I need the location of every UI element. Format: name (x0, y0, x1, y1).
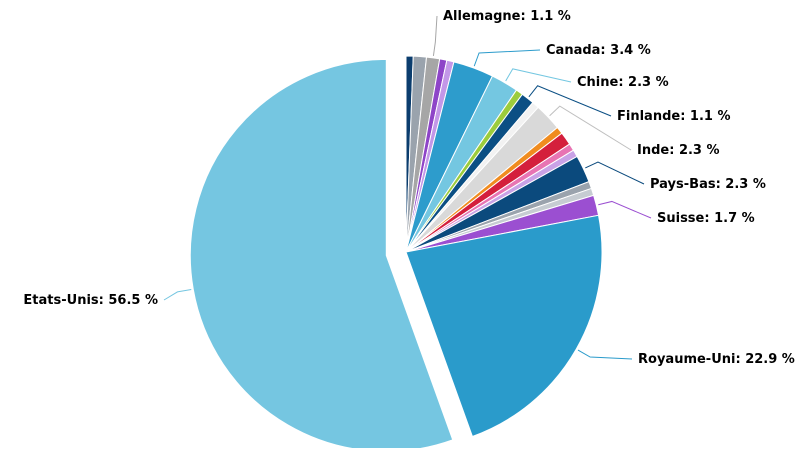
connector-chine (505, 68, 572, 83)
connector-allemagne (432, 15, 438, 56)
data-label-allemagne: Allemagne: 1.1 % (443, 9, 571, 24)
data-label-canada: Canada: 3.4 % (546, 43, 651, 58)
connector-suisse (598, 200, 652, 219)
data-label-inde: Inde: 2.3 % (637, 143, 720, 158)
connector-etats-unis (163, 288, 192, 301)
data-label-chine: Chine: 2.3 % (577, 75, 669, 90)
connector-inde (549, 105, 632, 151)
connector-finlande (528, 85, 612, 117)
labels-layer: Allemagne: 1.1 % Canada: 3.4 % Chine: 2.3 … (23, 9, 794, 367)
connector-pays-bas (585, 161, 645, 185)
slices-layer (189, 55, 603, 452)
connector-canada (473, 49, 541, 67)
data-label-etats-unis: Etats-Unis: 56.5 % (23, 293, 158, 308)
pie-slice-royaume-uni (405, 214, 603, 438)
connectors-layer (163, 15, 652, 360)
data-label-suisse: Suisse: 1.7 % (657, 211, 755, 226)
data-label-finlande: Finlande: 1.1 % (617, 109, 731, 124)
data-label-royaume-uni: Royaume-Uni: 22.9 % (638, 352, 795, 367)
data-label-pays-bas: Pays-Bas: 2.3 % (650, 177, 766, 192)
connector-royaume-uni (577, 349, 633, 360)
